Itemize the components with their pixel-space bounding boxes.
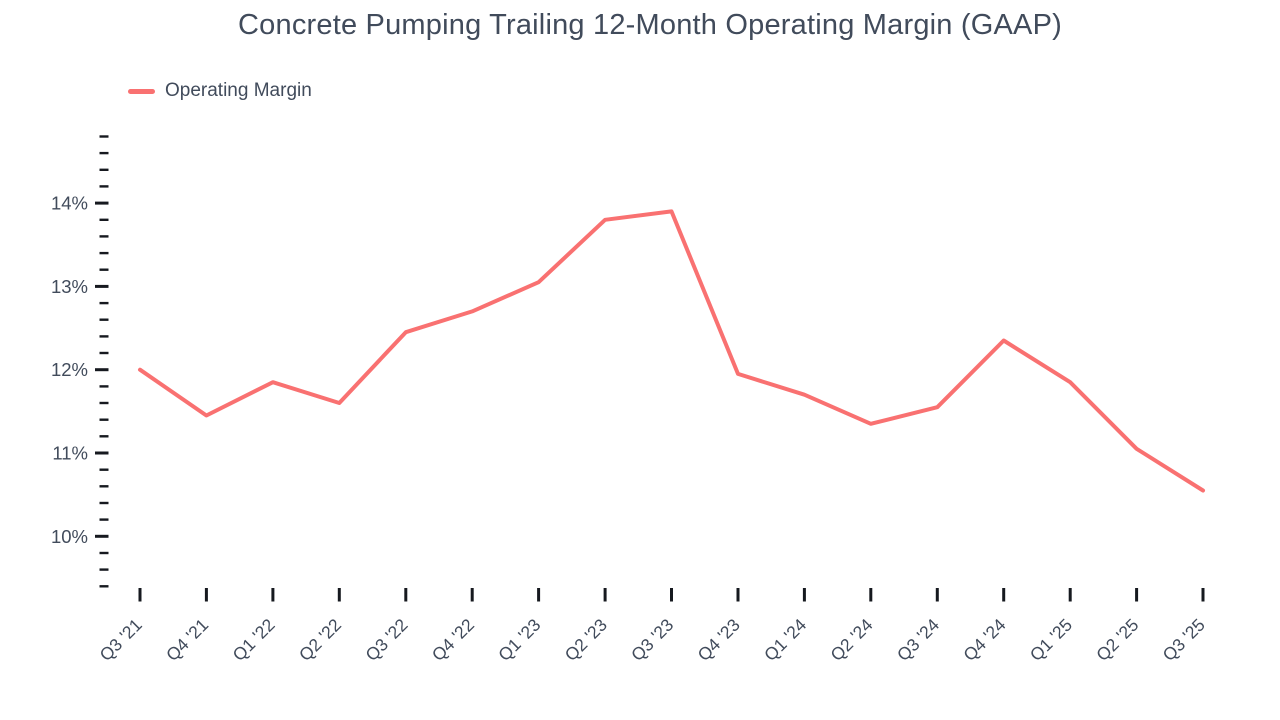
x-axis-label: Q1 '23 [494, 615, 544, 665]
x-axis-label: Q2 '25 [1092, 615, 1142, 665]
x-axis-label: Q3 '22 [361, 615, 411, 665]
x-axis-label: Q1 '22 [229, 615, 279, 665]
x-axis-label: Q3 '23 [627, 615, 677, 665]
x-axis-label: Q4 '21 [162, 615, 212, 665]
x-axis-label: Q4 '22 [428, 615, 478, 665]
x-axis-label: Q1 '24 [760, 614, 810, 664]
x-axis-label: Q3 '21 [96, 615, 146, 665]
legend: Operating Margin [128, 80, 312, 102]
chart-title: Concrete Pumping Trailing 12-Month Opera… [238, 9, 1062, 41]
x-axis-label: Q1 '25 [1026, 615, 1076, 665]
legend-line-swatch [128, 88, 155, 94]
y-axis-label: 12% [51, 359, 88, 380]
x-axis-label: Q3 '25 [1159, 615, 1209, 665]
x-axis-label: Q3 '24 [893, 614, 943, 664]
x-axis-label: Q2 '23 [561, 615, 611, 665]
x-axis-label: Q2 '22 [295, 615, 345, 665]
x-axis-label: Q2 '24 [826, 614, 876, 664]
series-line-operating-margin [138, 209, 1205, 493]
y-axis-label: 13% [51, 276, 88, 297]
x-axis-label: Q4 '23 [694, 615, 744, 665]
legend-label: Operating Margin [165, 80, 312, 101]
x-axis-label: Q4 '24 [959, 614, 1009, 664]
y-axis-label: 14% [51, 193, 88, 214]
y-axis-label: 10% [51, 526, 88, 547]
y-axis-label: 11% [52, 443, 88, 464]
